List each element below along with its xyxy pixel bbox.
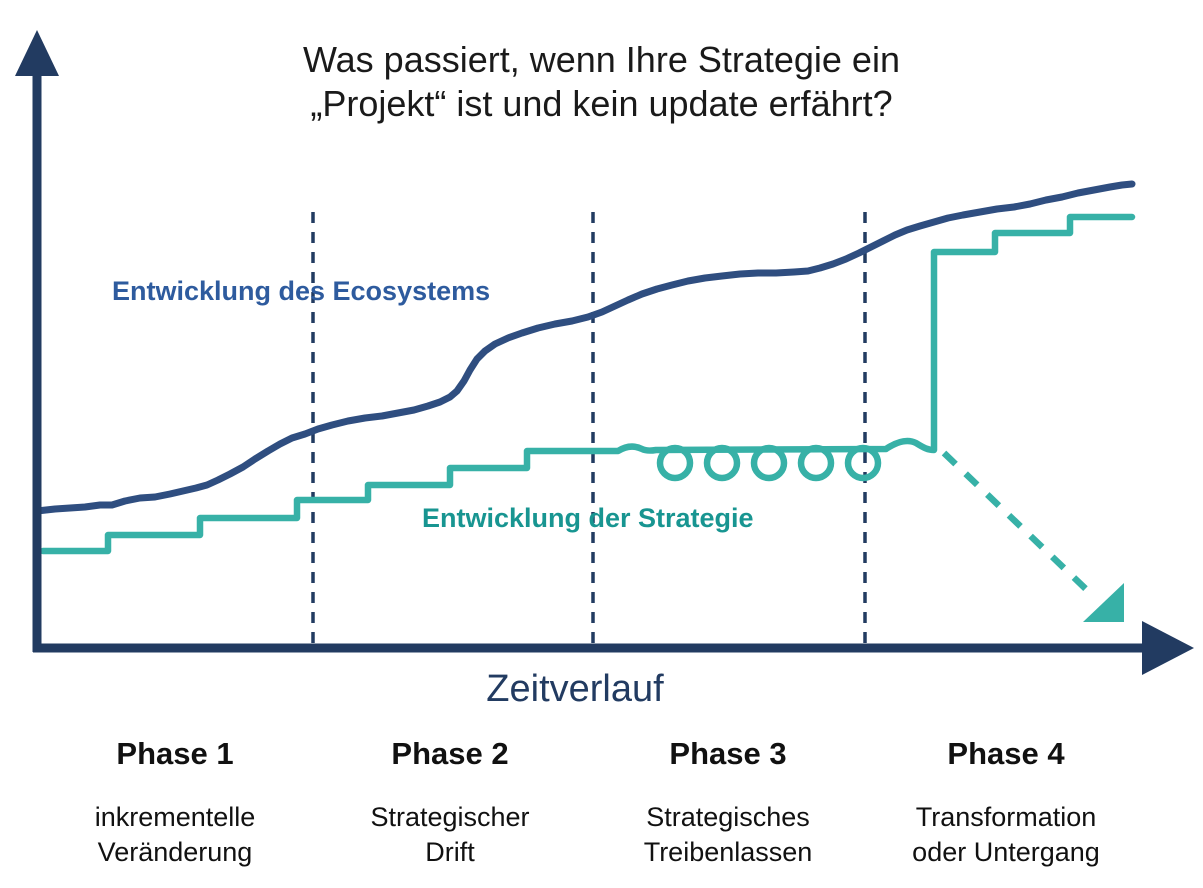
phase-3-title: Phase 3 [669, 736, 787, 771]
phase-2-desc-line-2: Drift [425, 836, 475, 867]
phase-3-desc-line-2: Treibenlassen [643, 836, 813, 867]
phase-3-block: Phase 3 Strategisches Treibenlassen [578, 736, 878, 869]
y-axis-arrowhead-icon [15, 30, 59, 76]
phase-1-title: Phase 1 [116, 736, 234, 771]
strategy-loop-3 [750, 444, 788, 482]
diagram-title: Was passiert, wenn Ihre Strategie ein „P… [0, 38, 1203, 126]
ecosystem-curve-label: Entwicklung des Ecosystems [112, 276, 491, 306]
phase-1-block: Phase 1 inkrementelle Veränderung [25, 736, 325, 869]
title-line-1: Was passiert, wenn Ihre Strategie ein [303, 39, 900, 80]
strategy-loop-1 [656, 444, 694, 482]
phase-4-desc-line-2: oder Untergang [912, 836, 1100, 867]
phase-4-title: Phase 4 [947, 736, 1065, 771]
strategy-decline-dashed-line [941, 450, 1093, 596]
x-axis-label: Zeitverlauf [486, 668, 664, 710]
phase-2-desc-line-1: Strategischer [370, 802, 530, 832]
phase-3-desc-line-1: Strategisches [646, 802, 810, 832]
strategy-curve-label: Entwicklung der Strategie [422, 503, 754, 533]
strategy-decline-arrowhead-icon [1083, 583, 1124, 622]
x-axis-arrowhead-icon [1142, 621, 1194, 675]
strategy-loop-4 [797, 444, 835, 482]
phase-3-description: Strategisches Treibenlassen [578, 800, 878, 869]
phase-1-desc-line-1: inkrementelle [94, 802, 256, 832]
ecosystem-curve [33, 180, 1136, 515]
title-line-2: „Projekt“ ist und kein update erfährt? [310, 82, 893, 124]
strategy-loop-5 [844, 444, 882, 482]
strategy-curve [39, 213, 1136, 555]
strategy-loop-2 [703, 444, 741, 482]
phase-1-description: inkrementelle Veränderung [25, 800, 325, 869]
phase-4-block: Phase 4 Transformation oder Untergang [856, 736, 1156, 869]
phase-2-title: Phase 2 [391, 736, 509, 771]
phase-2-block: Phase 2 Strategischer Drift [300, 736, 600, 869]
phase-1-desc-line-2: Veränderung [97, 836, 253, 867]
phase-4-desc-line-1: Transformation [915, 802, 1097, 832]
phase-4-description: Transformation oder Untergang [856, 800, 1156, 869]
phase-2-description: Strategischer Drift [300, 800, 600, 869]
